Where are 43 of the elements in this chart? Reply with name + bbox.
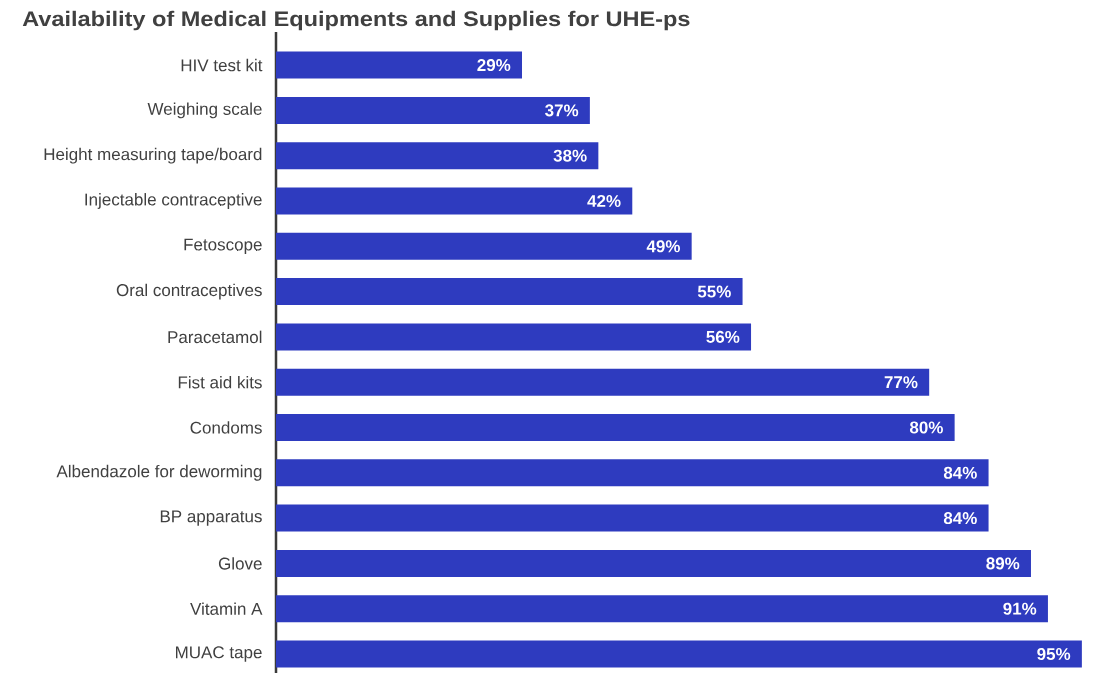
data-label: 95% (1037, 647, 1071, 661)
y-tick-label: HIV test kit (181, 58, 263, 72)
y-tick-label: Albendazole for deworming (56, 464, 262, 481)
y-tick-label: Oral contraceptives (116, 283, 262, 300)
data-label: 91% (1003, 602, 1037, 615)
y-tick-label: Fist aid kits (178, 375, 262, 389)
bar (276, 96, 590, 124)
bar (276, 595, 1048, 623)
y-tick-label: Fetoscope (184, 238, 262, 254)
bar (276, 459, 989, 487)
data-label: 84% (943, 512, 977, 525)
data-label: 42% (587, 194, 621, 207)
y-tick-label: Height measuring tape/board (44, 147, 262, 164)
y-tick-label: MUAC tape (176, 646, 262, 662)
data-label: 84% (943, 466, 977, 479)
y-tick-label: Glove (218, 557, 262, 570)
data-label: 77% (884, 376, 918, 389)
bar (276, 549, 1031, 577)
data-label: 49% (646, 240, 681, 253)
data-label: 37% (545, 104, 579, 117)
data-label: 80% (909, 421, 943, 434)
y-tick-label: Weighing scale (147, 102, 262, 119)
bar (276, 51, 523, 79)
bar (276, 504, 989, 532)
y-tick-label: Injectable contraceptive (85, 193, 262, 209)
bar (276, 232, 692, 260)
data-label: 55% (697, 285, 731, 298)
data-label: 29% (477, 59, 511, 72)
bar (276, 278, 743, 306)
bar (276, 142, 599, 170)
data-label: 56% (706, 330, 740, 343)
y-tick-label: BP apparatus (160, 510, 262, 526)
bar (276, 368, 930, 396)
y-tick-label: Vitamin A (190, 602, 263, 615)
bar (276, 323, 752, 351)
y-tick-label: Condoms (190, 421, 262, 434)
bar (276, 413, 955, 441)
chart-title: Availability of Medical Equipments and Supplies for UHE-ps (22, 10, 690, 31)
data-label: 38% (553, 149, 587, 162)
y-tick-label: Paracetamol (168, 330, 262, 344)
data-label: 89% (986, 557, 1020, 570)
bar (276, 187, 633, 215)
bar (276, 640, 1082, 668)
